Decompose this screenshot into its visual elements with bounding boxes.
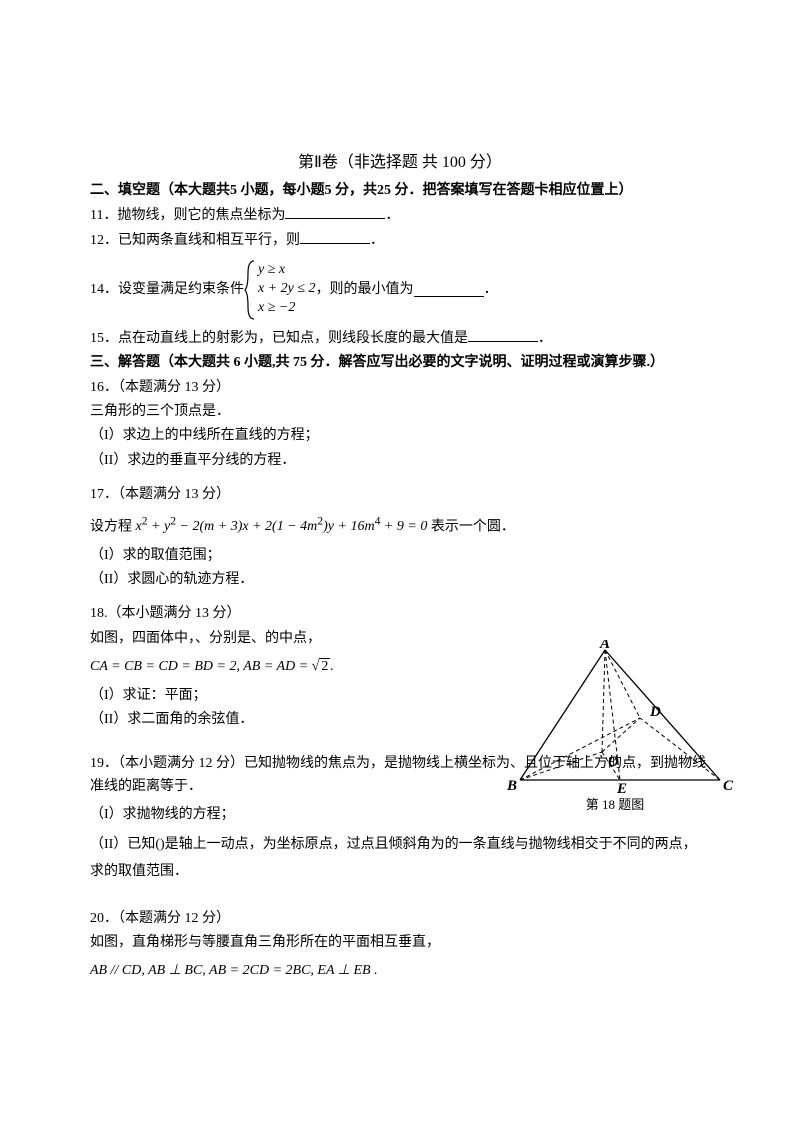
q19-l2: （II）已知()是轴上一动点，为坐标原点，过点且倾斜角为的一条直线与抛物线相交于… [90, 832, 710, 885]
q11: 11．抛物线，则它的焦点坐标为 ． [90, 204, 710, 227]
q12-tail: ． [370, 233, 384, 248]
q16-num: 16．（本题满分 13 分） [90, 377, 710, 399]
q16-l2: （I）求边上的中线所在直线的方程； [90, 425, 710, 447]
q20-l1: 如图，直角梯形与等腰直角三角形所在的平面相互垂直， [90, 932, 710, 954]
part-title: 第Ⅱ卷（非选择题 共 100 分） [90, 150, 710, 176]
q20-eq: AB // CD, AB ⊥ BC, AB = 2CD = 2BC, EA ⊥ … [90, 960, 710, 982]
q14-line2: x + 2y ≤ 2 [258, 280, 316, 299]
q14-line1: y ≥ x [258, 261, 316, 280]
q14-cases: y ≥ x x + 2y ≤ 2 x ≥ −2 [244, 259, 316, 321]
q14-blank [414, 282, 484, 297]
label-o: O [608, 754, 619, 770]
section3-heading: 三、解答题（本大题共 6 小题,共 75 分．解答应写出必要的文字说明、证明过程… [90, 352, 710, 374]
q14-line3: x ≥ −2 [258, 299, 316, 318]
q14: 14．设变量满足约束条件 y ≥ x x + 2y ≤ 2 x ≥ −2 ，则的… [90, 255, 710, 325]
q18-caption: 第 18 题图 [490, 795, 740, 816]
q17-l2: （II）求圆心的轨迹方程． [90, 569, 710, 591]
q20-num: 20．（本题满分 12 分） [90, 908, 710, 930]
q15-blank [468, 327, 538, 342]
q17-l1: （I）求的取值范围； [90, 545, 710, 567]
label-d: D [649, 704, 661, 720]
q11-blank [285, 204, 385, 219]
q14-mid: ，则的最小值为 [316, 279, 414, 301]
label-b: B [506, 778, 517, 794]
label-a: A [599, 640, 610, 652]
q17-num: 17．（本题满分 13 分） [90, 484, 710, 506]
q11-tail: ． [385, 208, 399, 223]
q18-num: 18.（本小题满分 13 分） [90, 603, 710, 625]
q11-text: 11．抛物线，则它的焦点坐标为 [90, 208, 285, 223]
q14-tail: ． [484, 279, 498, 301]
tetrahedron-diagram: A B C D E O [490, 640, 740, 795]
q12: 12．已知两条直线和相互平行，则 ． [90, 229, 710, 252]
q12-text: 12．已知两条直线和相互平行，则 [90, 233, 300, 248]
q14-pre: 14．设变量满足约束条件 [90, 279, 244, 301]
q17-eq-post: 表示一个圆． [431, 519, 515, 534]
q12-blank [300, 229, 370, 244]
q15-text: 15．点在动直线上的射影为，已知点，则线段长度的最大值是 [90, 331, 468, 346]
q16-l3: （II）求边的垂直平分线的方程． [90, 450, 710, 472]
brace-icon [244, 259, 256, 321]
q15: 15．点在动直线上的射影为，已知点，则线段长度的最大值是 ． [90, 327, 710, 350]
q17-eq-pre: 设方程 [90, 519, 136, 534]
q15-tail: ． [538, 331, 552, 346]
q18-diagram: A B C D E O 第 18 题图 [490, 640, 740, 816]
q17-eq: 设方程 x2 + y2 − 2(m + 3)x + 2(1 − 4m2)y + … [90, 513, 710, 539]
label-c: C [723, 778, 734, 794]
section2-heading: 二、填空题（本大题共5 小题，每小题5 分，共25 分．把答案填写在答题卡相应位… [90, 180, 710, 202]
label-e: E [616, 781, 627, 795]
q16-l1: 三角形的三个顶点是． [90, 401, 710, 423]
